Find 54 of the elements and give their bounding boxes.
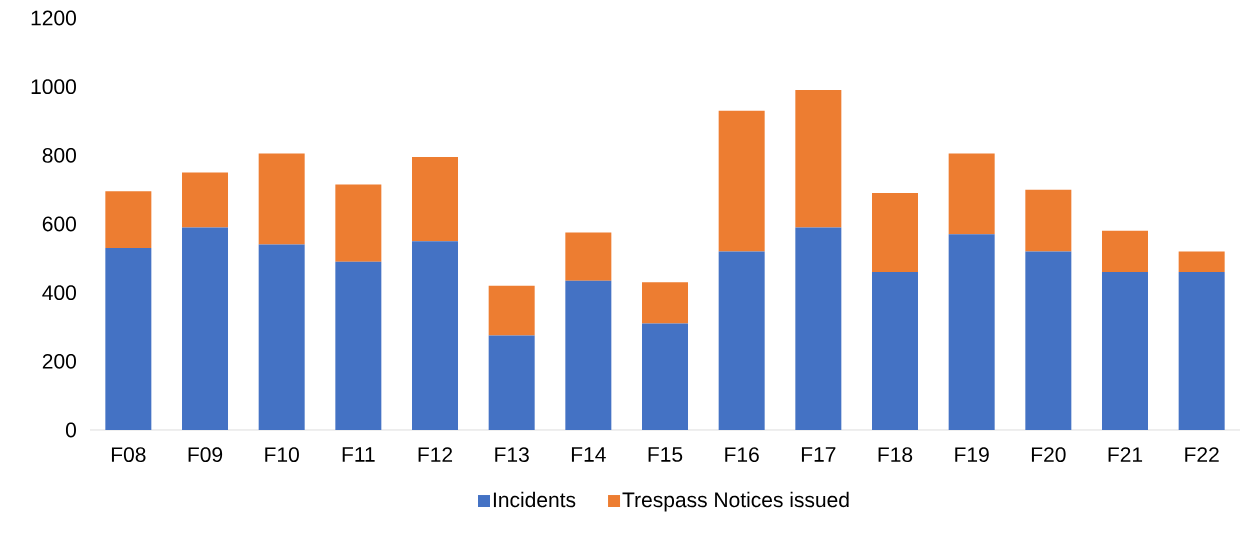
bar (488, 335, 535, 430)
bar (948, 153, 995, 235)
y-tick-label: 800 (42, 147, 76, 163)
y-tick-label: 600 (42, 216, 76, 232)
y-tick-label: 200 (42, 353, 76, 369)
x-tick-label: F09 (188, 447, 223, 463)
x-tick-label: F20 (1031, 447, 1066, 463)
x-tick-label: F11 (342, 447, 375, 462)
bar (642, 323, 688, 430)
legend-label: Incidents (493, 491, 576, 508)
y-tick-label: 0 (65, 422, 76, 438)
y-tick-label: 1000 (31, 79, 76, 95)
x-tick-label: F15 (648, 447, 683, 462)
bar (258, 153, 305, 245)
bar (718, 251, 765, 430)
x-tick-label: F22 (1185, 447, 1219, 462)
x-tick-label: F18 (878, 447, 913, 463)
x-tick-label: F12 (418, 447, 453, 462)
x-tick-label: F08 (111, 447, 146, 463)
bar (642, 282, 688, 324)
x-tick-label: F14 (571, 447, 606, 462)
x-tick-label: F19 (955, 447, 989, 463)
bar (565, 280, 612, 430)
x-tick-label: F17 (801, 447, 836, 462)
bar (565, 232, 612, 281)
bar (948, 234, 995, 430)
bar (105, 248, 152, 430)
x-tick-label: F16 (725, 447, 759, 463)
x-tick-label: F10 (265, 447, 299, 463)
bar (412, 241, 459, 430)
bar (258, 244, 305, 430)
bar (335, 184, 382, 262)
bar (872, 272, 918, 430)
bar (795, 90, 842, 228)
bar (412, 157, 459, 242)
x-tick-label: F21 (1108, 447, 1143, 462)
bar (335, 261, 382, 430)
x-tick-label: F13 (495, 447, 529, 463)
bar (1178, 251, 1225, 273)
bar (795, 227, 842, 430)
bar (105, 191, 152, 249)
bar (718, 110, 765, 252)
bar (1025, 189, 1072, 252)
bar (872, 193, 918, 273)
bar (1102, 230, 1148, 273)
bar (1102, 272, 1148, 430)
bar (182, 227, 229, 430)
y-tick-label: 400 (42, 285, 76, 301)
bar (1025, 251, 1072, 430)
legend-label: Trespass Notices issued (622, 491, 849, 512)
bar (1178, 272, 1225, 430)
bar (182, 172, 229, 228)
bar (488, 285, 535, 336)
y-tick-label: 1200 (31, 10, 76, 26)
